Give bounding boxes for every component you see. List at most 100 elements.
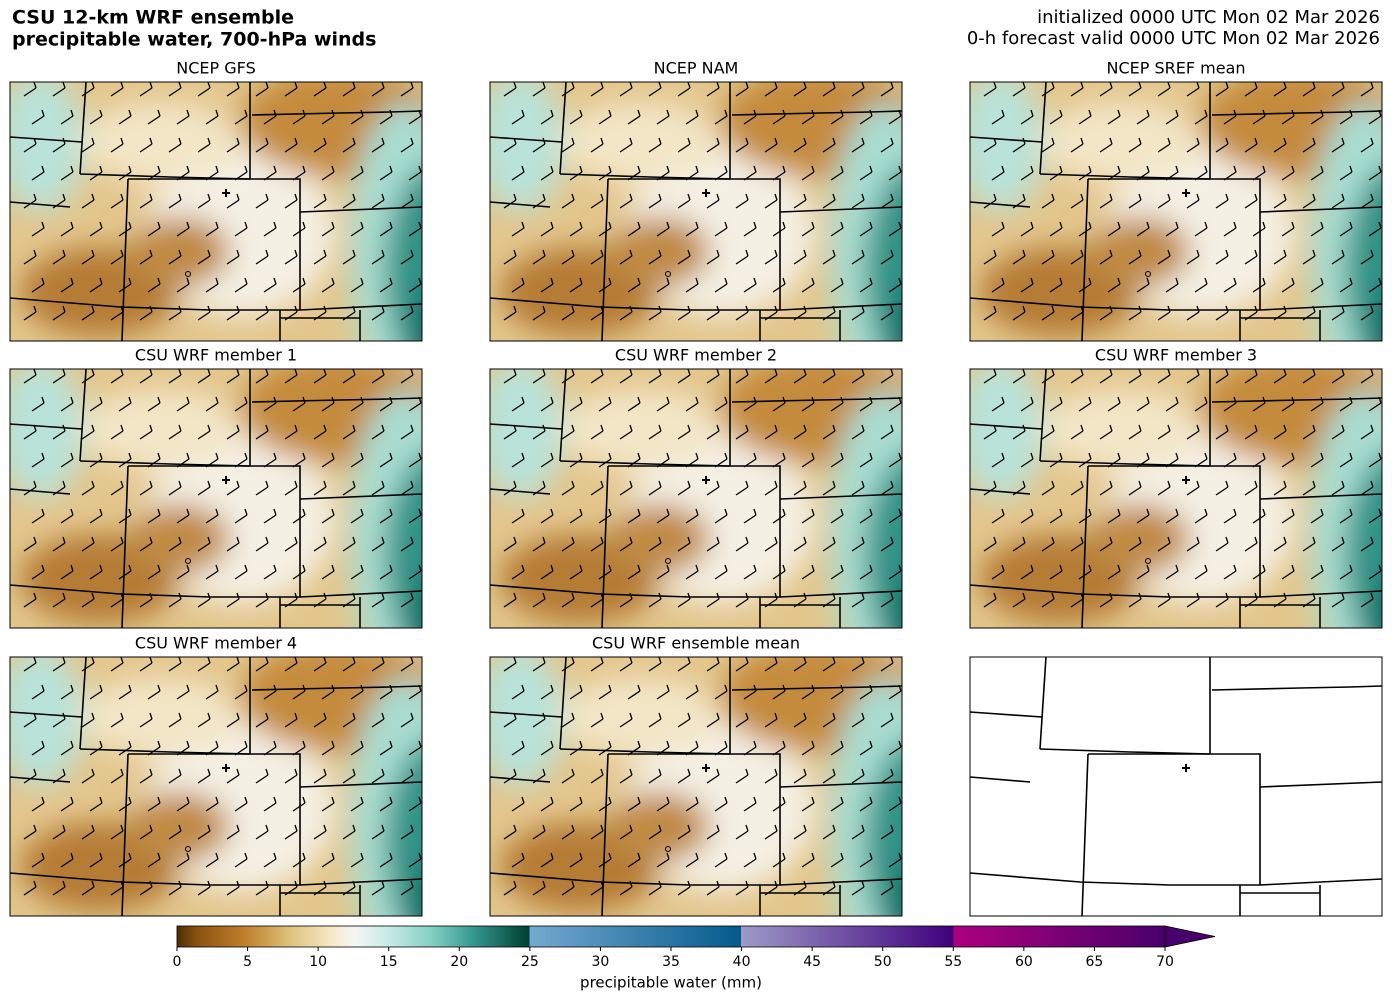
- wind-barb: [118, 564, 132, 580]
- wind-barb: [1360, 424, 1374, 440]
- wind-barb: [1099, 193, 1113, 209]
- pw-area: [1345, 455, 1382, 628]
- wind-barb: [292, 684, 306, 700]
- colorbar-tick-label: 50: [874, 954, 892, 970]
- state-border: [731, 685, 902, 691]
- state-border: [608, 465, 781, 597]
- wind-barb: [598, 221, 612, 237]
- wind-barb: [706, 712, 720, 728]
- wind-barb: [851, 712, 865, 728]
- wind-barb: [400, 424, 414, 440]
- state-border: [731, 110, 902, 116]
- wind-barb: [801, 452, 815, 468]
- wind-barb: [52, 592, 66, 608]
- wind-barb: [822, 369, 836, 384]
- wind-barb: [1244, 536, 1258, 552]
- wind-barb: [197, 82, 211, 97]
- state-border: [299, 493, 422, 500]
- wind-barb: [706, 305, 720, 321]
- wind-barb: [197, 424, 211, 440]
- wind-barb: [1360, 369, 1374, 384]
- wind-barb: [379, 452, 393, 468]
- panel-title: NCEP NAM: [654, 59, 739, 78]
- state-border: [128, 178, 301, 310]
- state-border: [299, 781, 422, 788]
- wind-barb: [801, 277, 815, 293]
- pw-area: [385, 168, 422, 341]
- wind-barb: [255, 137, 269, 153]
- wind-barb: [656, 221, 670, 237]
- wind-barb: [1049, 564, 1063, 580]
- wind-barb: [1078, 508, 1092, 524]
- pw-area: [410, 299, 422, 341]
- wind-barb: [859, 740, 873, 756]
- wind-barb: [1331, 249, 1345, 265]
- wind-barb: [371, 82, 385, 97]
- wind-barb: [1128, 137, 1142, 153]
- pw-area: [80, 102, 240, 182]
- wind-barb: [226, 592, 240, 608]
- wind-barb: [81, 193, 95, 209]
- wind-barb: [1070, 82, 1084, 97]
- wind-barb: [1165, 109, 1179, 125]
- city-marker: [1182, 476, 1190, 484]
- state-border: [490, 201, 551, 208]
- wind-barb: [503, 249, 517, 265]
- wind-barb: [801, 508, 815, 524]
- wind-barb: [590, 824, 604, 840]
- wind-barb: [1099, 249, 1113, 265]
- wind-barb: [408, 277, 422, 293]
- wind-barb: [1215, 369, 1229, 384]
- station-marker: [185, 846, 191, 852]
- wind-barb: [598, 277, 612, 293]
- wind-barb: [830, 564, 844, 580]
- wind-barb: [400, 657, 414, 672]
- wind-barb: [139, 657, 153, 672]
- wind-barb: [1012, 305, 1026, 321]
- wind-barb: [1157, 82, 1171, 97]
- wind-barb: [1012, 369, 1026, 384]
- wind-barb: [234, 564, 248, 580]
- wind-barb: [714, 508, 728, 524]
- wind-barb: [400, 880, 414, 896]
- wind-barb: [561, 880, 575, 896]
- wind-barb: [110, 369, 124, 384]
- wind-barb: [371, 768, 385, 784]
- wind-barb: [89, 277, 103, 293]
- wind-barb: [772, 564, 786, 580]
- state-border: [1088, 178, 1261, 310]
- wind-barb: [735, 880, 749, 896]
- wind-barb: [139, 592, 153, 608]
- wind-barb: [1041, 193, 1055, 209]
- state-border: [490, 297, 902, 311]
- state-border: [79, 657, 87, 750]
- wind-barb: [371, 712, 385, 728]
- wind-barb: [1099, 592, 1113, 608]
- wind-barb: [1252, 109, 1266, 125]
- wind-barb: [234, 508, 248, 524]
- wind-barb: [735, 305, 749, 321]
- wind-barb: [1041, 592, 1055, 608]
- wind-barb: [197, 712, 211, 728]
- map-field: [490, 82, 902, 341]
- state-border: [1081, 465, 1089, 628]
- wind-barb: [139, 249, 153, 265]
- wind-barb: [292, 564, 306, 580]
- wind-barb: [197, 768, 211, 784]
- wind-barb: [1194, 508, 1208, 524]
- wind-barb: [60, 852, 74, 868]
- wind-barb: [685, 684, 699, 700]
- state-border: [251, 397, 422, 403]
- wind-barb: [1099, 137, 1113, 153]
- wind-barb: [1020, 564, 1034, 580]
- wind-barb: [147, 109, 161, 125]
- wind-barb: [1070, 424, 1084, 440]
- wind-barb: [859, 277, 873, 293]
- wind-barb: [822, 249, 836, 265]
- panel-frame: [969, 656, 1383, 917]
- wind-barb: [342, 193, 356, 209]
- wind-barb: [31, 508, 45, 524]
- wind-barb: [983, 536, 997, 552]
- wind-barb: [255, 880, 269, 896]
- wind-barb: [706, 424, 720, 440]
